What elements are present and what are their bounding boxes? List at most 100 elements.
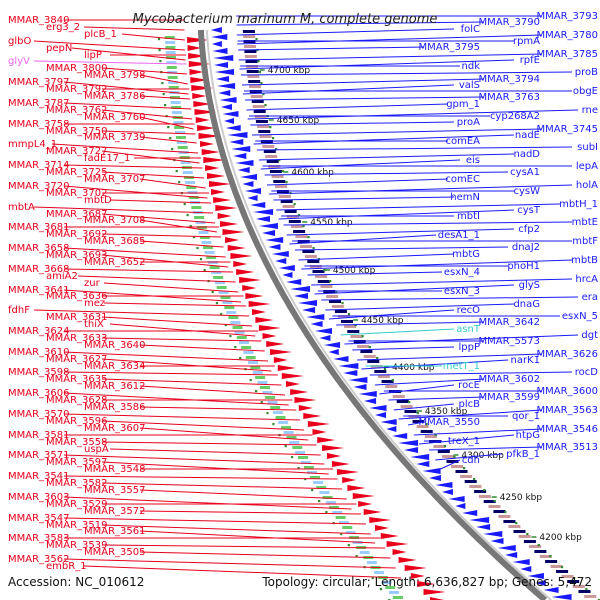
content-block (166, 66, 177, 69)
reverse-gene-arrow (428, 475, 441, 481)
leader-left (101, 150, 200, 164)
content-block-outer (493, 510, 506, 513)
content-block-outer (282, 205, 295, 208)
tick-label: 4450 kbp (361, 316, 404, 326)
ring-dot-inner (199, 258, 203, 261)
content-block (167, 76, 178, 79)
content-block (175, 136, 186, 139)
content-block-outer (334, 310, 347, 313)
content-block (168, 86, 179, 89)
content-block (174, 126, 185, 129)
ring-dot-inner (169, 137, 172, 140)
forward-gene-arrow (392, 549, 407, 555)
leader-left (139, 136, 197, 144)
content-block (166, 61, 177, 64)
forward-gene-arrow (193, 101, 212, 107)
leader-left (139, 427, 309, 441)
leader-right (398, 409, 543, 420)
content-block (286, 436, 297, 439)
leader-right (379, 384, 455, 395)
gene-label-left: MMAR_3725 (46, 167, 108, 178)
ring-dot-outer (443, 445, 446, 448)
content-block-outer (469, 485, 482, 488)
content-block (243, 351, 254, 354)
gene-label-left: glyV (8, 56, 30, 67)
content-block (255, 376, 266, 379)
ring-dot-outer (526, 533, 529, 536)
content-block-outer (247, 75, 260, 78)
ring-dot-outer (473, 478, 476, 481)
gene-label-left: erg3_2 (46, 22, 80, 33)
gene-label-left: uspA (84, 444, 109, 455)
content-block-outer (478, 495, 491, 498)
gene-label-left: mbtD (84, 195, 112, 206)
forward-gene-arrow (374, 525, 389, 531)
leader-right (238, 53, 543, 61)
reverse-gene-arrow (469, 517, 490, 523)
ring-dot-outer (549, 555, 552, 558)
content-block (199, 236, 210, 239)
forward-gene-arrow (197, 125, 216, 131)
leader-left (139, 406, 297, 411)
ring-dot-outer (376, 357, 379, 360)
forward-gene-arrow (386, 541, 409, 547)
content-block-outer (329, 300, 341, 303)
leader-right (435, 453, 503, 461)
forward-gene-arrow (188, 61, 211, 67)
gene-label-left: MMAR_3562 (8, 554, 70, 565)
ring-dot-inner (291, 456, 294, 459)
forward-gene-arrow (417, 581, 436, 587)
content-block-outer (503, 520, 516, 523)
reverse-gene-arrow (265, 237, 284, 243)
reverse-gene-arrow (369, 405, 387, 411)
content-block-outer (412, 420, 425, 423)
gene-label-left: MMAR_3606 (8, 388, 70, 399)
gene-label-left: MMAR_3529 (46, 499, 108, 510)
leader-right (388, 396, 485, 401)
content-block-outer (248, 80, 261, 83)
gene-label-right: MMAR_3763 (479, 92, 541, 103)
gene-label-right: MMAR_3550 (419, 417, 481, 428)
gene-label-left: MMAR_3558 (46, 437, 108, 448)
gene-label-left: MMAR_3547 (8, 513, 70, 524)
gene-label-left: MMAR_3714 (8, 160, 70, 171)
forward-gene-arrow (258, 325, 281, 331)
content-block (173, 121, 184, 124)
forward-gene-arrow (307, 421, 330, 427)
reverse-gene-arrow (247, 195, 258, 201)
gene-label-left: fadE17_1 (84, 153, 130, 164)
content-block-outer (488, 505, 501, 508)
content-block (204, 251, 215, 254)
leader-right (286, 228, 515, 236)
content-block-outer (446, 460, 459, 463)
ring-dot-inner (162, 93, 165, 96)
reverse-gene-arrow (237, 167, 250, 173)
content-block (218, 291, 229, 294)
tick-label: 4200 kbp (539, 533, 582, 543)
content-block (252, 371, 263, 374)
gene-label-left: MMAR_3628 (46, 395, 108, 406)
content-block-outer (320, 285, 333, 288)
leader-left (101, 130, 196, 135)
reverse-gene-arrow (353, 384, 367, 390)
reverse-gene-arrow (268, 244, 281, 250)
content-block-outer (307, 260, 320, 263)
forward-gene-arrow (290, 389, 309, 395)
forward-gene-arrow (262, 333, 277, 339)
gene-label-right: cysA1 (510, 167, 540, 178)
leader-left (63, 392, 289, 406)
gene-label-right: MMAR_5573 (479, 336, 541, 347)
gene-label-left: MMAR_3598 (8, 367, 70, 378)
reverse-gene-arrow (343, 370, 358, 376)
content-block (169, 96, 180, 99)
reverse-gene-arrow (551, 594, 572, 600)
gene-label-right: holA (576, 180, 598, 191)
ring-dot-outer (257, 60, 260, 63)
content-block (250, 366, 261, 369)
content-block-outer (243, 35, 256, 38)
leader-right (289, 234, 437, 245)
reverse-gene-arrow (483, 531, 503, 537)
tick-label: 4600 kbp (291, 168, 334, 178)
ring-dot-outer (258, 71, 261, 74)
content-block-outer (420, 430, 433, 433)
